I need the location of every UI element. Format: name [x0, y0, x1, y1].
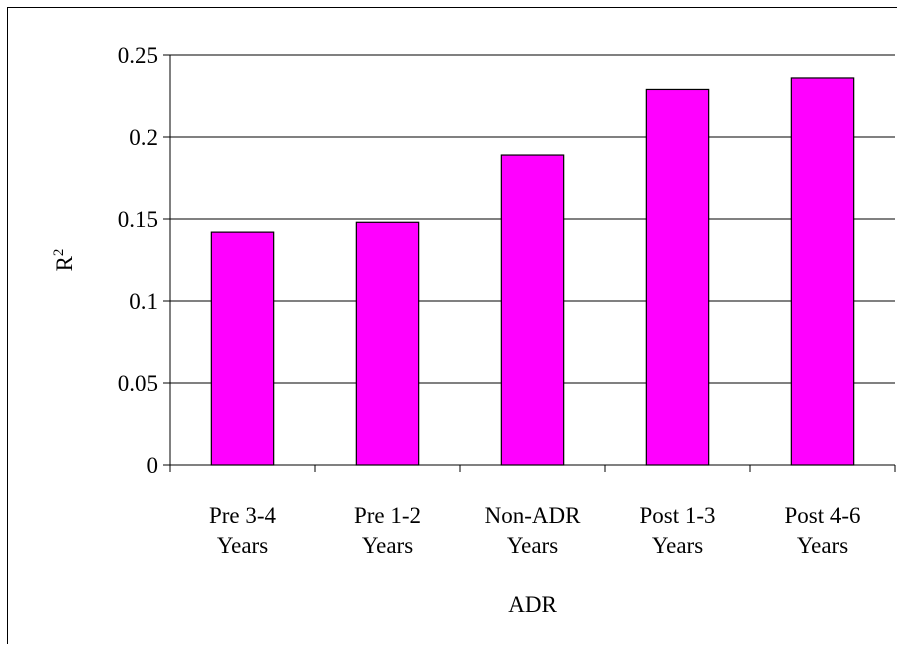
- x-tick-label: Pre 3-4 Years: [209, 503, 277, 558]
- y-tick-label: 0.1: [129, 289, 158, 314]
- x-tick-label: Non-ADR Years: [485, 503, 581, 558]
- y-tick-label: 0.2: [129, 125, 158, 150]
- x-tick-label: Post 1-3 Years: [639, 503, 715, 558]
- bar: [355, 221, 420, 466]
- y-axis-title: R2: [51, 249, 77, 272]
- y-tick-label: 0.25: [118, 43, 158, 68]
- y-tick-label: 0.05: [118, 371, 158, 396]
- x-tick-label: Post 4-6 Years: [784, 503, 860, 558]
- y-tick-label: 0.15: [118, 207, 158, 232]
- bar: [210, 231, 275, 466]
- y-tick-labels: 0 0.05 0.1 0.15 0.2 0.25: [118, 43, 158, 478]
- bar: [500, 154, 565, 466]
- bar: [790, 77, 855, 466]
- bars: [210, 77, 855, 466]
- x-axis-title: ADR: [508, 592, 557, 617]
- svg-text:R2: R2: [51, 249, 77, 272]
- y-tick-label: 0: [147, 453, 159, 478]
- x-tick-labels: Pre 3-4 Years Pre 1-2 Years Non-ADR Years Post…: [209, 503, 861, 558]
- x-tick-label: Pre 1-2 Years: [354, 503, 421, 558]
- chart-frame: [7, 7, 897, 644]
- bar: [645, 88, 710, 466]
- axes: [163, 54, 896, 472]
